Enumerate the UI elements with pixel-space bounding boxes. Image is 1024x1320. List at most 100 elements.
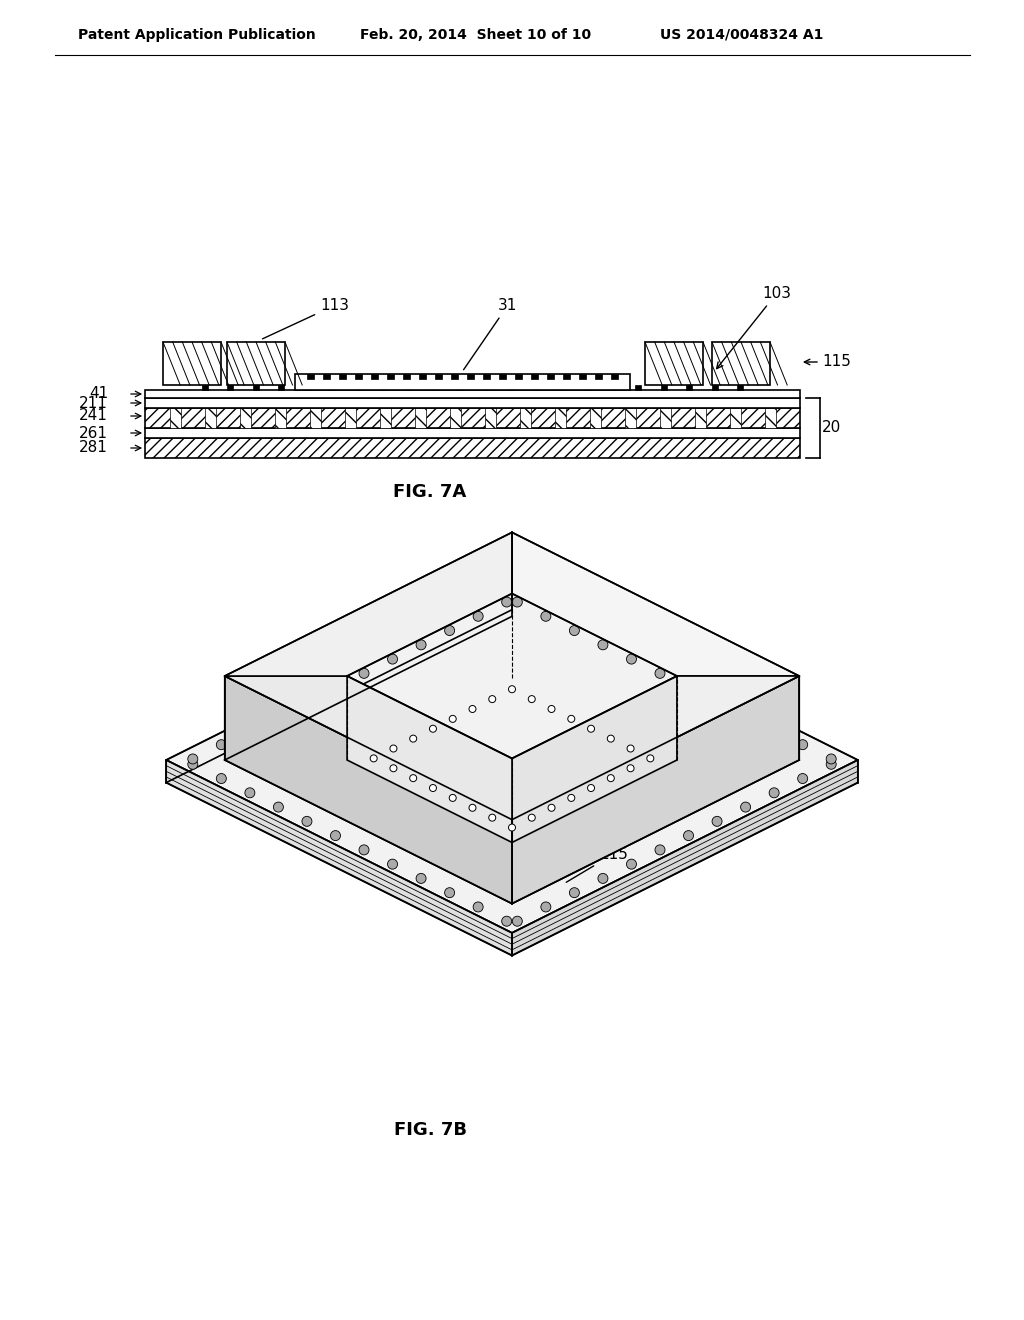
Circle shape	[598, 874, 608, 883]
Circle shape	[541, 902, 551, 912]
Polygon shape	[512, 676, 677, 842]
Circle shape	[826, 759, 837, 770]
Bar	[415, 408, 426, 428]
Bar	[304, 385, 310, 389]
Circle shape	[512, 597, 522, 607]
Polygon shape	[224, 676, 512, 904]
Bar	[519, 408, 530, 428]
Text: 31: 31	[464, 298, 517, 370]
Bar	[609, 385, 615, 389]
Circle shape	[740, 711, 751, 721]
Bar	[451, 374, 458, 379]
Bar	[555, 408, 565, 428]
Circle shape	[410, 775, 417, 781]
Circle shape	[627, 764, 634, 772]
Circle shape	[769, 726, 779, 735]
Bar	[457, 385, 463, 389]
Circle shape	[509, 685, 515, 693]
Bar	[595, 374, 602, 379]
Circle shape	[187, 759, 198, 770]
Circle shape	[410, 735, 417, 742]
Bar	[694, 408, 706, 428]
Bar	[625, 408, 636, 428]
Circle shape	[502, 916, 512, 927]
Circle shape	[245, 726, 255, 735]
Bar	[660, 385, 667, 389]
Bar	[635, 385, 641, 389]
Circle shape	[541, 611, 551, 622]
Circle shape	[548, 804, 555, 812]
Bar	[279, 385, 285, 389]
Text: 103: 103	[717, 286, 791, 368]
Text: Patent Application Publication: Patent Application Publication	[78, 28, 315, 42]
Bar	[547, 374, 554, 379]
Circle shape	[450, 795, 457, 801]
Bar	[323, 374, 330, 379]
Circle shape	[331, 830, 340, 841]
Bar	[483, 374, 490, 379]
Text: 113: 113	[262, 298, 349, 339]
Circle shape	[569, 626, 580, 635]
Bar	[579, 374, 586, 379]
Circle shape	[273, 711, 284, 721]
Circle shape	[216, 774, 226, 784]
Bar	[729, 408, 740, 428]
Bar	[435, 374, 442, 379]
Bar	[307, 374, 314, 379]
Text: 115: 115	[566, 846, 628, 882]
Circle shape	[359, 668, 369, 678]
Circle shape	[450, 715, 457, 722]
Bar	[145, 399, 800, 408]
Polygon shape	[512, 676, 800, 904]
Bar	[205, 408, 215, 428]
Circle shape	[512, 916, 522, 927]
Bar	[467, 374, 474, 379]
Circle shape	[331, 682, 340, 693]
Bar	[240, 408, 251, 428]
Bar	[355, 385, 360, 389]
Text: 41: 41	[89, 387, 108, 401]
Bar	[712, 342, 770, 385]
Circle shape	[187, 754, 198, 764]
Circle shape	[387, 859, 397, 869]
Text: Feb. 20, 2014  Sheet 10 of 10: Feb. 20, 2014 Sheet 10 of 10	[360, 28, 591, 42]
Bar	[531, 374, 538, 379]
Circle shape	[302, 816, 312, 826]
Bar	[295, 374, 630, 389]
Bar	[227, 342, 285, 385]
Circle shape	[359, 845, 369, 855]
Bar	[145, 408, 800, 428]
Circle shape	[548, 705, 555, 713]
Polygon shape	[512, 676, 800, 820]
Bar	[344, 408, 355, 428]
Bar	[563, 374, 570, 379]
Polygon shape	[224, 676, 512, 820]
Bar	[163, 342, 221, 385]
Bar	[371, 374, 378, 379]
Bar	[274, 408, 286, 428]
Bar	[534, 385, 540, 389]
Bar	[387, 374, 394, 379]
Bar	[419, 374, 426, 379]
Bar	[170, 408, 180, 428]
Bar	[712, 385, 718, 389]
Circle shape	[769, 788, 779, 797]
Bar	[450, 408, 461, 428]
Circle shape	[567, 715, 574, 722]
Bar	[584, 385, 590, 389]
Circle shape	[371, 755, 377, 762]
Circle shape	[712, 816, 722, 826]
Circle shape	[429, 725, 436, 733]
Circle shape	[444, 887, 455, 898]
Bar	[484, 408, 496, 428]
Circle shape	[502, 597, 512, 607]
Bar	[499, 374, 506, 379]
Bar	[737, 385, 743, 389]
Circle shape	[469, 804, 476, 812]
Text: US 2014/0048324 A1: US 2014/0048324 A1	[660, 28, 823, 42]
Text: 211: 211	[79, 396, 108, 411]
Circle shape	[712, 697, 722, 708]
Circle shape	[655, 668, 665, 678]
Polygon shape	[224, 532, 512, 676]
Circle shape	[509, 824, 515, 832]
